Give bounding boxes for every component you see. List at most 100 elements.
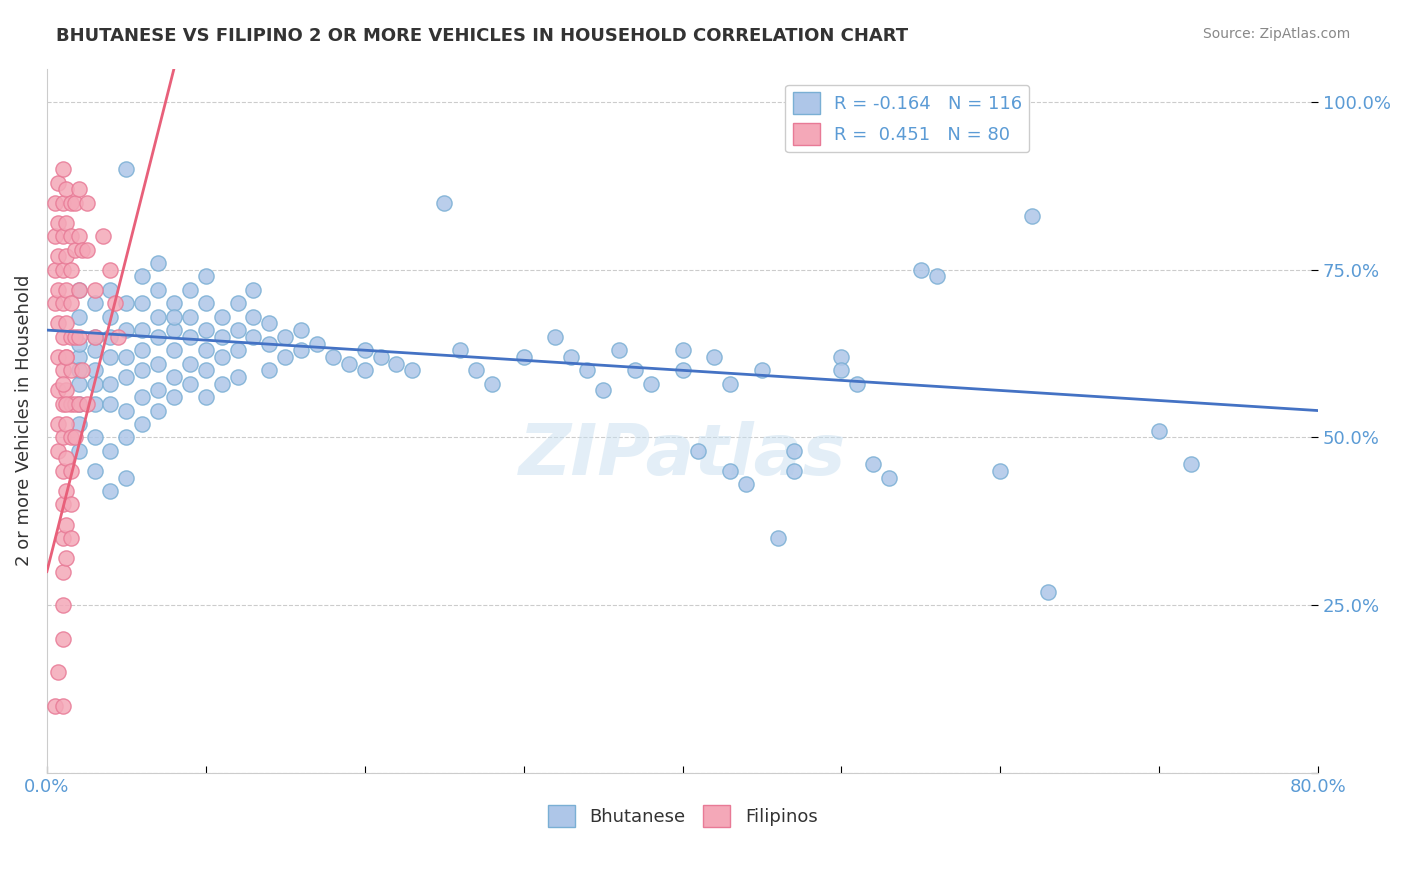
- Point: [163, 323, 186, 337]
- Point: [544, 330, 567, 344]
- Point: [1180, 457, 1202, 471]
- Legend: Bhutanese, Filipinos: Bhutanese, Filipinos: [540, 797, 825, 834]
- Point: [259, 317, 281, 331]
- Point: [163, 343, 186, 358]
- Point: [70, 363, 93, 377]
- Point: [259, 363, 281, 377]
- Point: [226, 296, 249, 310]
- Point: [370, 350, 392, 364]
- Point: [179, 283, 201, 297]
- Point: [55, 397, 77, 411]
- Point: [91, 229, 114, 244]
- Point: [67, 182, 90, 196]
- Point: [211, 376, 233, 391]
- Point: [703, 350, 725, 364]
- Point: [67, 397, 90, 411]
- Point: [100, 310, 122, 324]
- Point: [131, 296, 153, 310]
- Point: [52, 464, 75, 478]
- Point: [46, 384, 69, 398]
- Point: [52, 565, 75, 579]
- Point: [194, 323, 217, 337]
- Point: [194, 269, 217, 284]
- Point: [115, 162, 138, 177]
- Point: [67, 283, 90, 297]
- Point: [59, 195, 82, 210]
- Point: [52, 397, 75, 411]
- Point: [179, 357, 201, 371]
- Point: [55, 450, 77, 465]
- Point: [59, 229, 82, 244]
- Point: [52, 296, 75, 310]
- Point: [67, 376, 90, 391]
- Text: BHUTANESE VS FILIPINO 2 OR MORE VEHICLES IN HOUSEHOLD CORRELATION CHART: BHUTANESE VS FILIPINO 2 OR MORE VEHICLES…: [56, 27, 908, 45]
- Point: [100, 283, 122, 297]
- Point: [607, 343, 630, 358]
- Point: [55, 317, 77, 331]
- Point: [67, 283, 90, 297]
- Point: [52, 229, 75, 244]
- Point: [67, 336, 90, 351]
- Point: [146, 330, 169, 344]
- Point: [59, 531, 82, 545]
- Point: [194, 296, 217, 310]
- Point: [52, 430, 75, 444]
- Point: [290, 323, 312, 337]
- Point: [163, 296, 186, 310]
- Point: [52, 363, 75, 377]
- Point: [385, 357, 408, 371]
- Point: [76, 243, 98, 257]
- Point: [59, 363, 82, 377]
- Point: [259, 336, 281, 351]
- Point: [751, 363, 773, 377]
- Point: [52, 376, 75, 391]
- Point: [44, 195, 66, 210]
- Point: [115, 323, 138, 337]
- Point: [59, 498, 82, 512]
- Point: [115, 296, 138, 310]
- Point: [55, 517, 77, 532]
- Point: [163, 390, 186, 404]
- Point: [783, 443, 806, 458]
- Point: [671, 363, 693, 377]
- Point: [59, 397, 82, 411]
- Point: [988, 464, 1011, 478]
- Point: [83, 363, 105, 377]
- Y-axis label: 2 or more Vehicles in Household: 2 or more Vehicles in Household: [15, 275, 32, 566]
- Point: [67, 330, 90, 344]
- Point: [46, 216, 69, 230]
- Point: [44, 229, 66, 244]
- Point: [65, 195, 87, 210]
- Point: [83, 376, 105, 391]
- Point: [194, 390, 217, 404]
- Point: [100, 484, 122, 499]
- Point: [67, 443, 90, 458]
- Point: [242, 310, 264, 324]
- Point: [862, 457, 884, 471]
- Point: [67, 350, 90, 364]
- Point: [640, 376, 662, 391]
- Point: [67, 363, 90, 377]
- Point: [1147, 424, 1170, 438]
- Point: [830, 350, 852, 364]
- Point: [46, 249, 69, 263]
- Point: [688, 443, 710, 458]
- Point: [100, 262, 122, 277]
- Point: [59, 430, 82, 444]
- Point: [671, 343, 693, 358]
- Point: [179, 310, 201, 324]
- Point: [305, 336, 328, 351]
- Point: [146, 283, 169, 297]
- Text: ZIPatlas: ZIPatlas: [519, 421, 846, 491]
- Point: [44, 296, 66, 310]
- Point: [52, 330, 75, 344]
- Point: [104, 296, 127, 310]
- Point: [52, 531, 75, 545]
- Point: [179, 376, 201, 391]
- Point: [55, 283, 77, 297]
- Point: [46, 176, 69, 190]
- Point: [592, 384, 614, 398]
- Point: [100, 376, 122, 391]
- Point: [146, 357, 169, 371]
- Point: [131, 390, 153, 404]
